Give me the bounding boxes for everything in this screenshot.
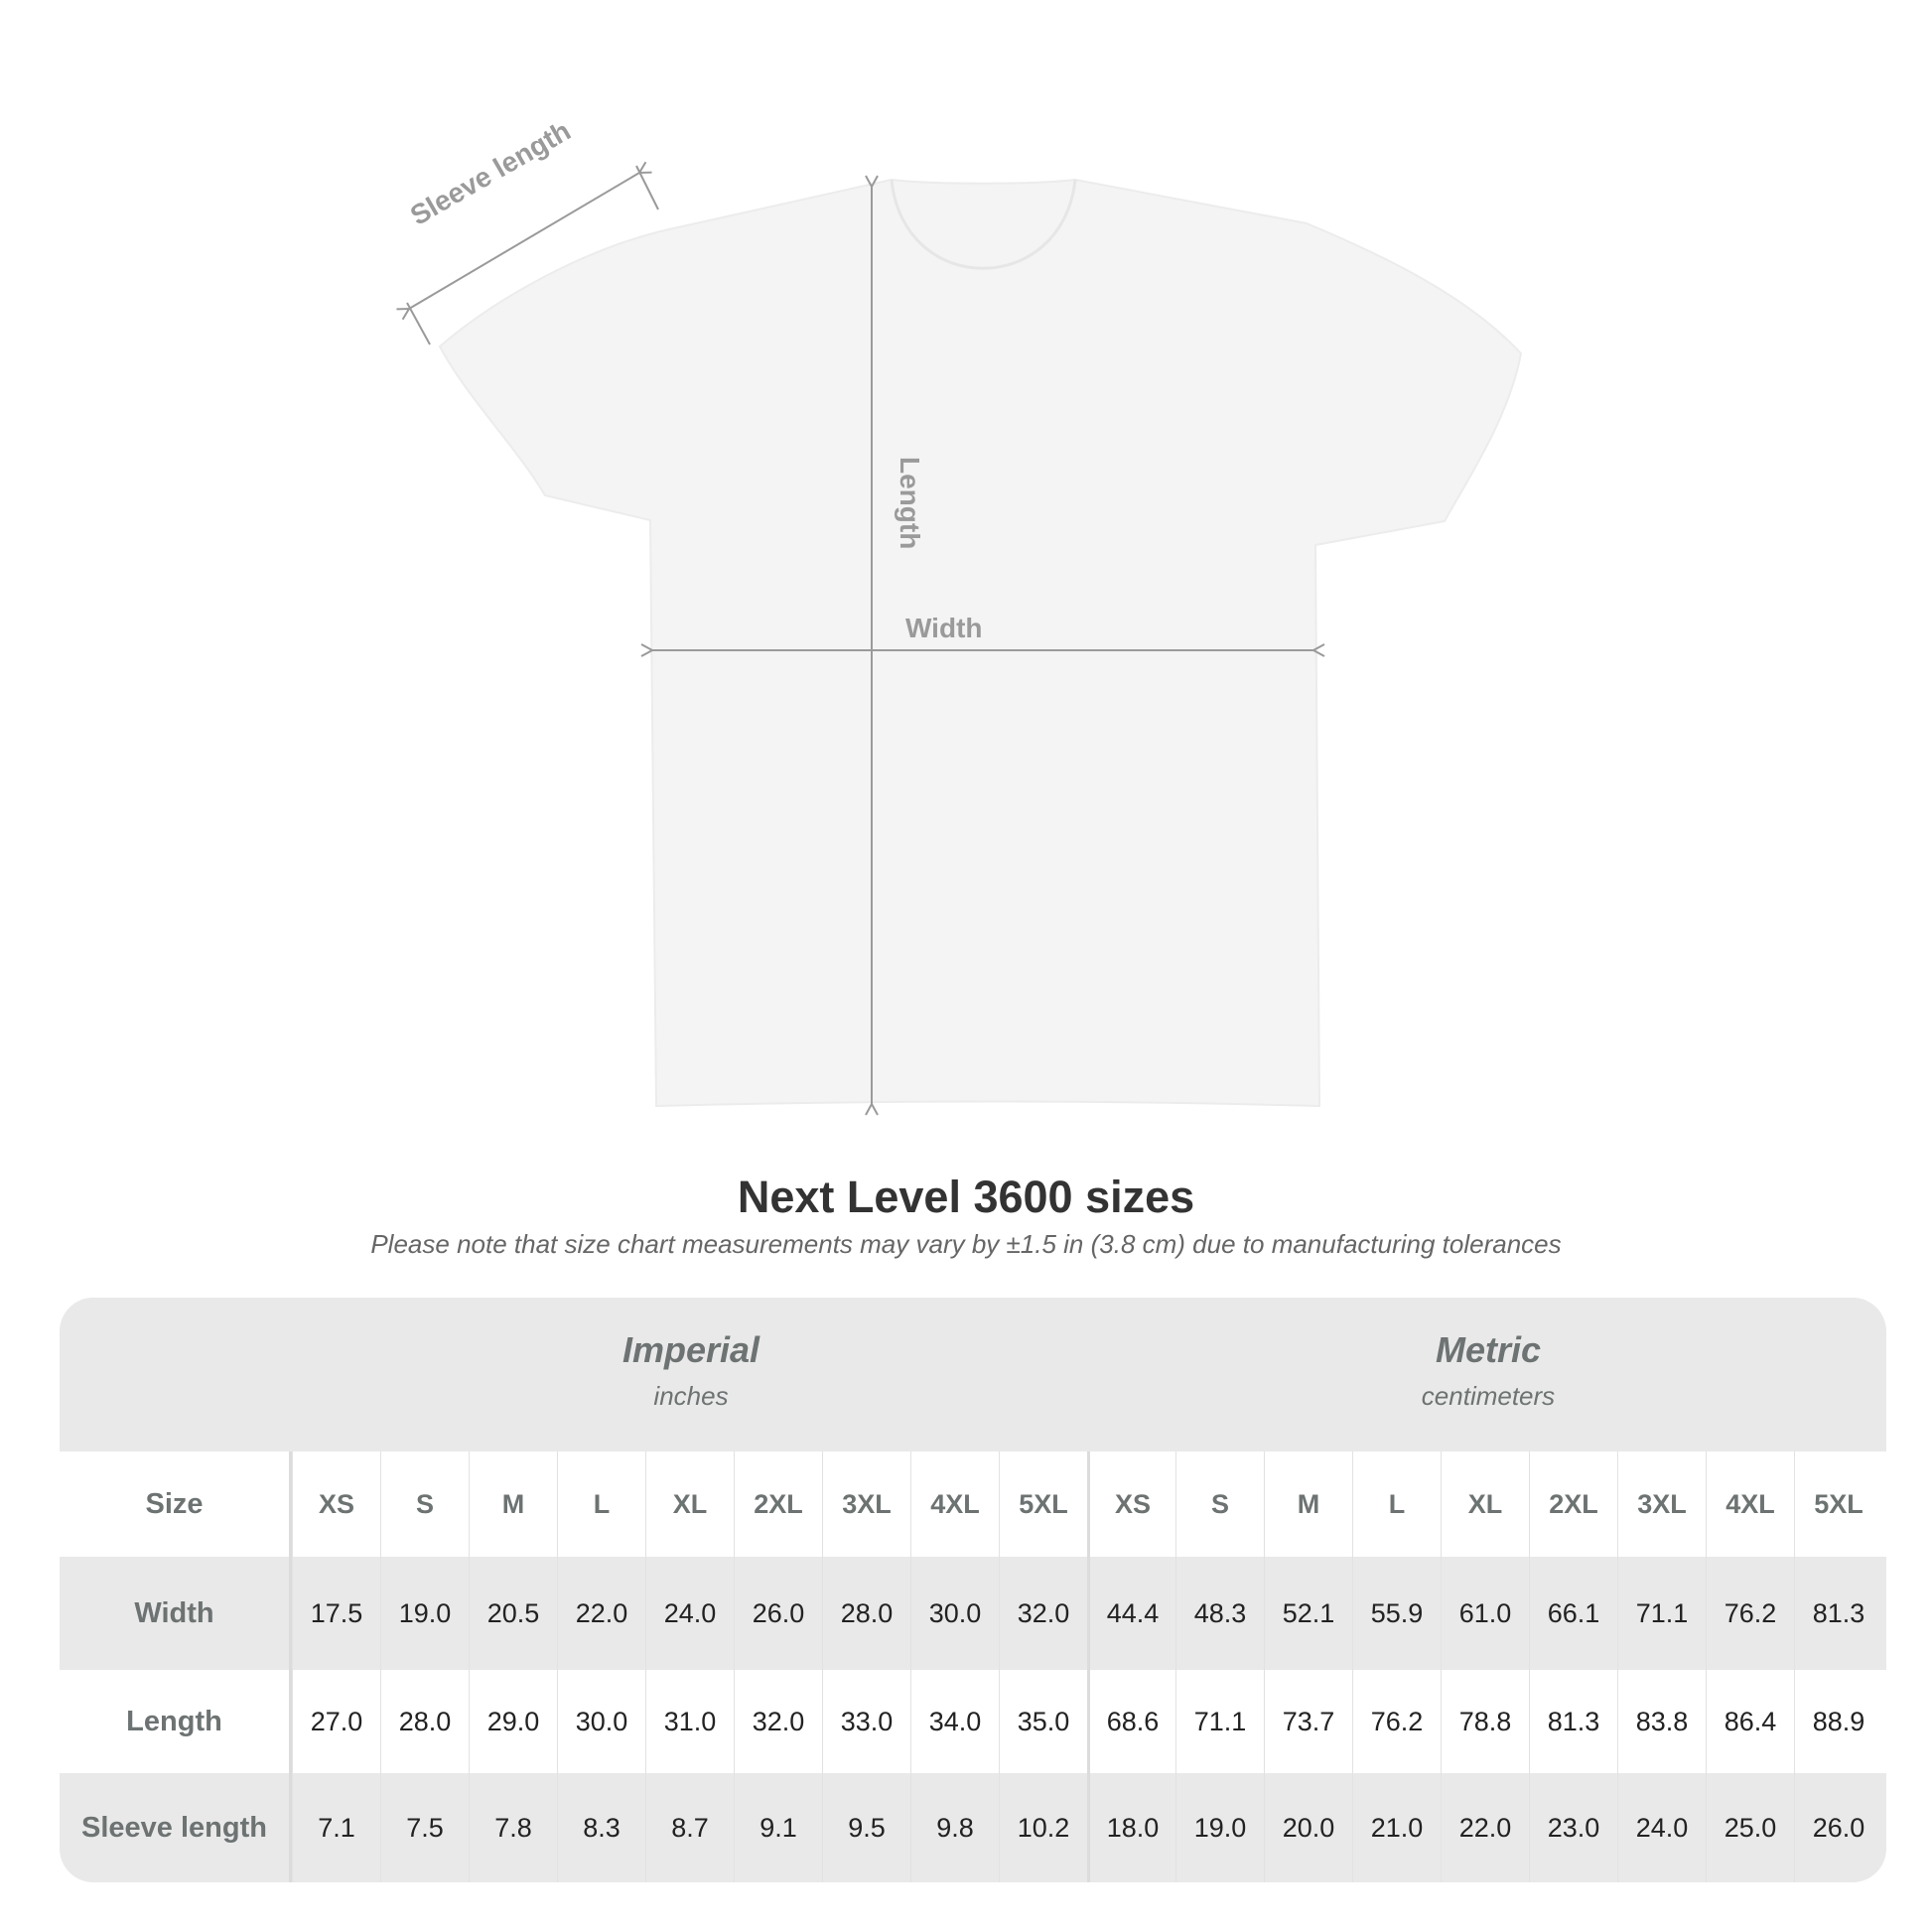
size-header-cell: 5XL: [1794, 1451, 1882, 1557]
table-cell: 19.0: [380, 1557, 469, 1670]
table-cell: 32.0: [999, 1557, 1087, 1670]
collar: [890, 179, 1077, 270]
imperial-unit: inches: [653, 1381, 729, 1411]
width-label: Width: [905, 613, 983, 643]
size-header-cell: L: [1352, 1451, 1441, 1557]
sleeve-tick: [635, 165, 659, 210]
table-cell: 44.4: [1087, 1557, 1175, 1670]
metric-header: Metric centimeters: [1090, 1298, 1886, 1451]
table-cell: 25.0: [1706, 1773, 1794, 1882]
table-cell: 48.3: [1175, 1557, 1264, 1670]
row-label: Length: [60, 1670, 292, 1773]
size-header-cell: 5XL: [999, 1451, 1087, 1557]
size-header-cell: 4XL: [1706, 1451, 1794, 1557]
size-header-cell: XL: [645, 1451, 734, 1557]
row-label: Size: [60, 1451, 292, 1557]
table-cell: 18.0: [1087, 1773, 1175, 1882]
table-cell: 10.2: [999, 1773, 1087, 1882]
table-cell: 86.4: [1706, 1670, 1794, 1773]
metric-unit: centimeters: [1421, 1381, 1556, 1411]
table-cell: 27.0: [292, 1670, 380, 1773]
table-cell: 76.2: [1352, 1670, 1441, 1773]
table-cell: 9.5: [822, 1773, 910, 1882]
table-cell: 20.5: [469, 1557, 557, 1670]
table-cell: 68.6: [1087, 1670, 1175, 1773]
table-cell: 33.0: [822, 1670, 910, 1773]
size-header-cell: 3XL: [1617, 1451, 1706, 1557]
tshirt-shape: [438, 178, 1523, 1108]
table-row: Width 17.5 19.0 20.5 22.0 24.0 26.0 28.0 30.0 32.…: [60, 1557, 1886, 1670]
table-cell: 81.3: [1794, 1557, 1882, 1670]
tolerance-note: Please note that size chart measurements…: [370, 1229, 1562, 1259]
size-header-cell: XL: [1441, 1451, 1529, 1557]
table-cell: 35.0: [999, 1670, 1087, 1773]
table-cell: 9.8: [910, 1773, 999, 1882]
table-cell: 32.0: [734, 1670, 822, 1773]
table-cell: 71.1: [1175, 1670, 1264, 1773]
table-cell: 22.0: [557, 1557, 645, 1670]
table-cell: 34.0: [910, 1670, 999, 1773]
table-cell: 71.1: [1617, 1557, 1706, 1670]
page-title: Next Level 3600 sizes: [737, 1172, 1195, 1222]
table-cell: 28.0: [380, 1670, 469, 1773]
table-cell: 88.9: [1794, 1670, 1882, 1773]
size-header-cell: 2XL: [734, 1451, 822, 1557]
size-table: Imperial inches Metric centimeters Size X…: [60, 1298, 1886, 1882]
row-label: Width: [60, 1557, 292, 1670]
table-row: Sleeve length 7.1 7.5 7.8 8.3 8.7 9.1 9.5 9.8 10.…: [60, 1773, 1886, 1882]
imperial-header: Imperial inches: [292, 1298, 1090, 1451]
table-cell: 26.0: [734, 1557, 822, 1670]
size-header-cell: 3XL: [822, 1451, 910, 1557]
table-cell: 73.7: [1264, 1670, 1352, 1773]
table-cell: 61.0: [1441, 1557, 1529, 1670]
table-cell: 29.0: [469, 1670, 557, 1773]
table-cell: 7.5: [380, 1773, 469, 1882]
table-row: Length 27.0 28.0 29.0 30.0 31.0 32.0 33.0 34.0 35…: [60, 1670, 1886, 1773]
table-cell: 24.0: [645, 1557, 734, 1670]
table-cell: 52.1: [1264, 1557, 1352, 1670]
table-cell: 22.0: [1441, 1773, 1529, 1882]
metric-title: Metric: [1435, 1329, 1542, 1370]
size-header-cell: 2XL: [1529, 1451, 1617, 1557]
table-cell: 31.0: [645, 1670, 734, 1773]
table-cell: 55.9: [1352, 1557, 1441, 1670]
row-label: Sleeve length: [60, 1773, 292, 1882]
table-cell: 30.0: [910, 1557, 999, 1670]
table-cell: 21.0: [1352, 1773, 1441, 1882]
size-header-cell: M: [1264, 1451, 1352, 1557]
size-header-row: Size XS S M L XL 2XL 3XL 4XL 5XL XS S M L XL 2XL 3XL 4XL 5…: [60, 1451, 1886, 1557]
size-header-cell: L: [557, 1451, 645, 1557]
table-cell: 19.0: [1175, 1773, 1264, 1882]
size-header-cell: S: [1175, 1451, 1264, 1557]
size-header-cell: M: [469, 1451, 557, 1557]
table-cell: 26.0: [1794, 1773, 1882, 1882]
table-cell: 24.0: [1617, 1773, 1706, 1882]
sleeve-tick: [406, 302, 431, 345]
size-header-cell: S: [380, 1451, 469, 1557]
size-header-cell: XS: [292, 1451, 380, 1557]
table-cell: 20.0: [1264, 1773, 1352, 1882]
table-cell: 81.3: [1529, 1670, 1617, 1773]
length-label: Length: [895, 457, 925, 550]
table-cell: 30.0: [557, 1670, 645, 1773]
table-cell: 23.0: [1529, 1773, 1617, 1882]
size-header-cell: 4XL: [910, 1451, 999, 1557]
table-cell: 66.1: [1529, 1557, 1617, 1670]
sleeve-arrow: [409, 173, 639, 309]
tshirt-diagram: [0, 0, 1523, 1172]
table-cell: 28.0: [822, 1557, 910, 1670]
table-cell: 17.5: [292, 1557, 380, 1670]
table-cell: 7.8: [469, 1773, 557, 1882]
table-cell: 8.3: [557, 1773, 645, 1882]
table-cell: 78.8: [1441, 1670, 1529, 1773]
table-cell: 8.7: [645, 1773, 734, 1882]
table-cell: 83.8: [1617, 1670, 1706, 1773]
table-cell: 76.2: [1706, 1557, 1794, 1670]
table-cell: 7.1: [292, 1773, 380, 1882]
size-header-cell: XS: [1087, 1451, 1175, 1557]
table-cell: 9.1: [734, 1773, 822, 1882]
imperial-title: Imperial: [621, 1329, 760, 1370]
